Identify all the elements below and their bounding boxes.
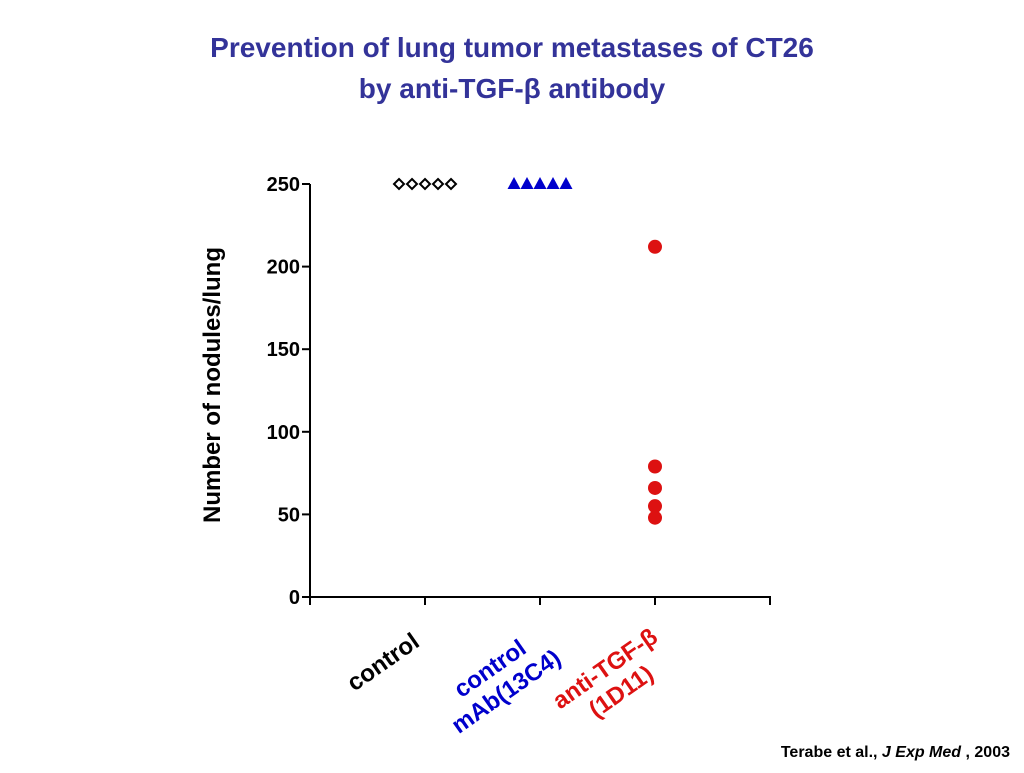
source-journal: J Exp Med [882, 744, 962, 761]
point [431, 177, 445, 191]
x-tick-label-line: control [342, 628, 424, 697]
y-tick-label: 0 [289, 587, 300, 609]
y-tick-label: 100 [267, 422, 300, 444]
point [392, 177, 406, 191]
point [648, 480, 662, 495]
y-tick-label: 200 [267, 257, 300, 279]
x-tick-label: control [342, 628, 424, 697]
y-tick-label: 250 [267, 174, 300, 196]
point [648, 459, 662, 474]
point [533, 177, 547, 189]
point [648, 510, 662, 525]
source-note: Terabe et al., J Exp Med , 2003 [781, 744, 1010, 761]
point [559, 177, 573, 189]
point [405, 177, 419, 191]
point [507, 177, 521, 189]
point [444, 177, 458, 191]
chart-title: by anti-TGF-β antibody [359, 73, 666, 104]
chart-title: Prevention of lung tumor metastases of C… [210, 32, 814, 63]
x-tick-label: anti-TGF-β(1D11) [548, 623, 663, 724]
source-text: Terabe et al., [781, 744, 882, 761]
point [520, 177, 534, 189]
y-tick-label: 50 [278, 504, 300, 526]
y-tick-label: 150 [267, 339, 300, 361]
point [648, 239, 662, 254]
point [418, 177, 432, 191]
source-year: , 2003 [961, 744, 1010, 761]
point [648, 499, 662, 514]
y-axis-label: Number of nodules/lung [199, 247, 226, 523]
point [546, 177, 560, 189]
